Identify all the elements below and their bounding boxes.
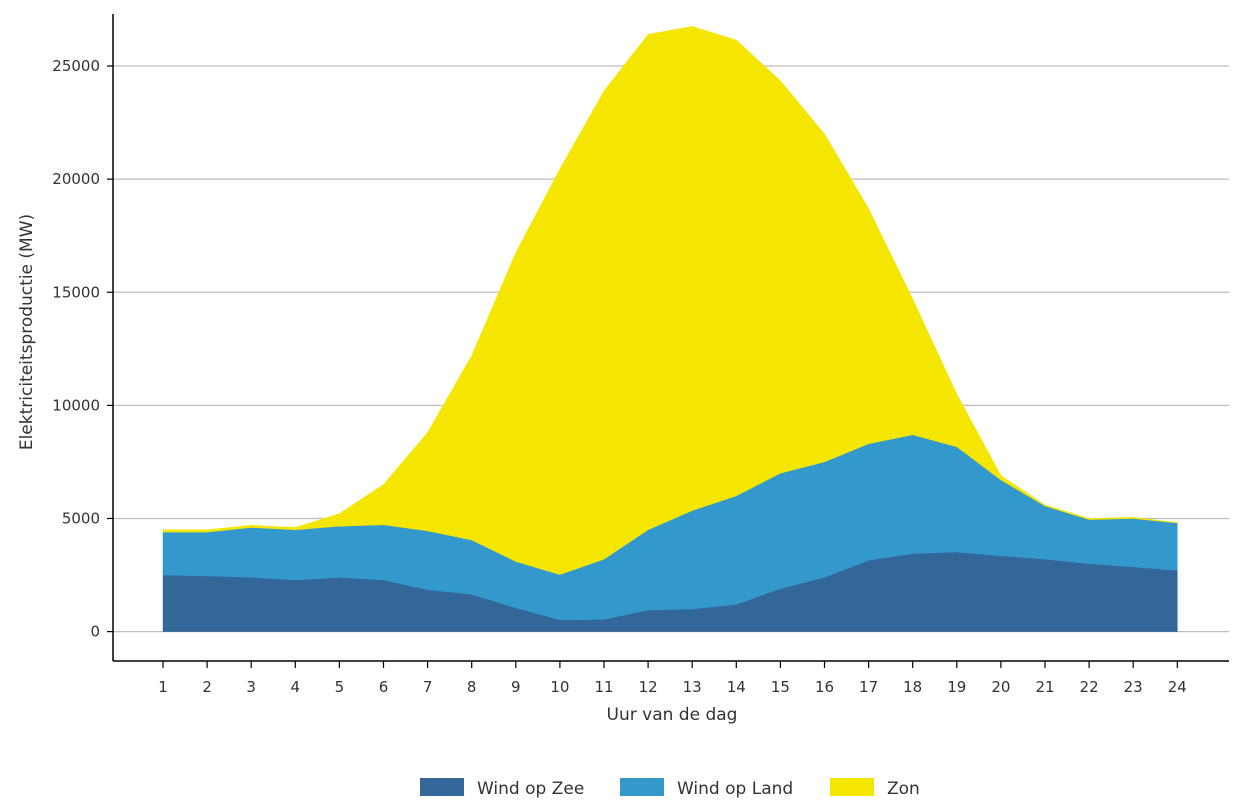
y-axis-title: Elektriciteitsproductie (MW) [17, 214, 37, 450]
legend-item: Wind op Land [620, 778, 793, 799]
y-tick-label: 15000 [52, 283, 100, 301]
legend-label: Wind op Land [677, 779, 793, 799]
x-tick-label: 13 [683, 678, 702, 696]
legend-swatch [830, 778, 874, 796]
x-tick-label: 5 [335, 678, 345, 696]
x-tick-label: 15 [771, 678, 790, 696]
area-zon [162, 26, 1178, 575]
axes [112, 14, 1229, 662]
x-tick-label: 2 [202, 678, 212, 696]
x-tick-label: 7 [423, 678, 433, 696]
area-series [162, 26, 1178, 632]
x-tick-label: 11 [594, 678, 613, 696]
x-tick-label: 17 [859, 678, 878, 696]
x-tick-label: 20 [991, 678, 1010, 696]
x-tick-label: 9 [511, 678, 521, 696]
y-tick-label: 10000 [52, 396, 100, 414]
legend: Wind op Zee Wind op Land Zon [420, 778, 920, 799]
legend-label: Wind op Zee [477, 779, 584, 799]
x-tick-label: 12 [639, 678, 658, 696]
y-ticks: 0 5000 10000 15000 20000 25000 [52, 57, 113, 641]
y-tick-label: 5000 [62, 509, 100, 527]
y-tick-label: 25000 [52, 57, 100, 75]
x-tick-label: 14 [727, 678, 746, 696]
x-tick-label: 16 [815, 678, 834, 696]
x-axis-title: Uur van de dag [607, 705, 738, 725]
x-tick-label: 8 [467, 678, 477, 696]
legend-item: Zon [830, 778, 920, 799]
y-tick-label: 0 [90, 623, 100, 641]
legend-swatch [620, 778, 664, 796]
x-tick-label: 22 [1080, 678, 1099, 696]
x-ticks: 1 2 3 4 5 6 7 8 9 10 11 12 13 14 15 16 17 18 19 20 21 22 23 24 [158, 661, 1187, 696]
legend-label: Zon [887, 779, 920, 799]
x-tick-label: 21 [1035, 678, 1054, 696]
x-tick-label: 3 [246, 678, 256, 696]
y-tick-label: 20000 [52, 170, 100, 188]
x-tick-label: 18 [903, 678, 922, 696]
x-tick-label: 10 [550, 678, 569, 696]
x-tick-label: 24 [1168, 678, 1187, 696]
legend-item: Wind op Zee [420, 778, 584, 799]
x-tick-label: 1 [158, 678, 168, 696]
x-tick-label: 4 [291, 678, 301, 696]
x-tick-label: 23 [1124, 678, 1143, 696]
x-tick-label: 19 [947, 678, 966, 696]
x-tick-label: 6 [379, 678, 389, 696]
legend-swatch [420, 778, 464, 796]
